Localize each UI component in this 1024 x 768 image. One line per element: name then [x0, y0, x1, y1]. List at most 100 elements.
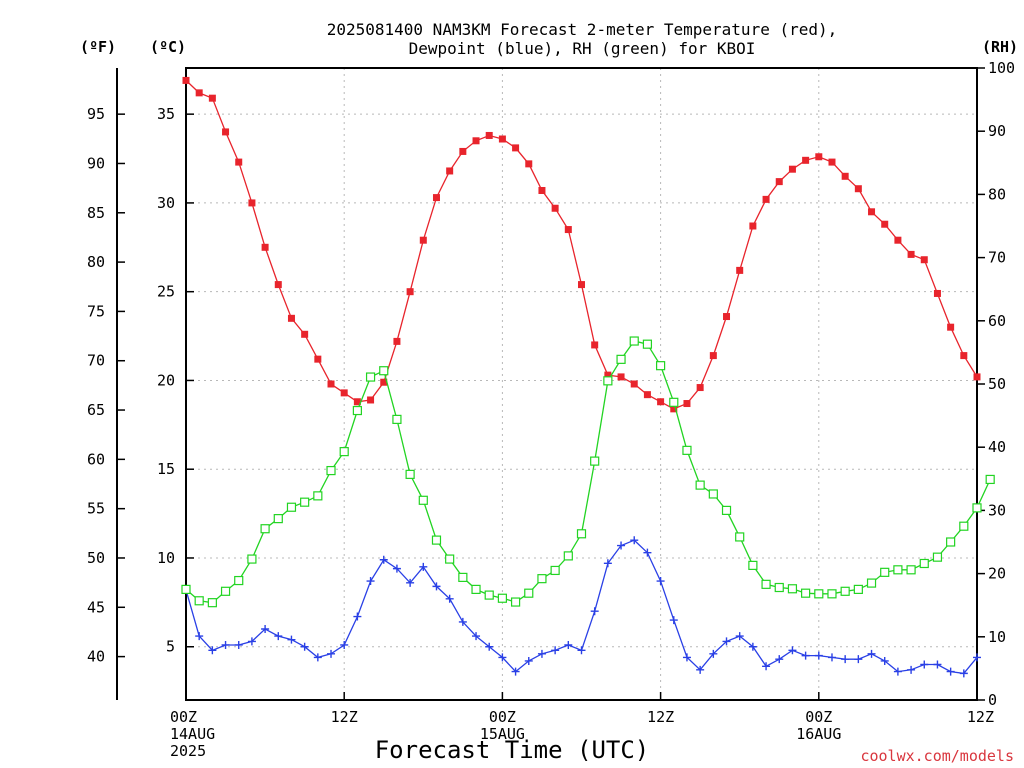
series-1-point-35	[643, 548, 652, 557]
fahrenheit-tick-label-8: 80	[87, 253, 105, 271]
series-2-point-23	[484, 590, 494, 600]
chart-title-line-2: Dewpoint (blue), RH (green) for KBOI	[409, 39, 756, 58]
series-0-point-2	[208, 94, 216, 102]
series-2-point-43	[748, 560, 758, 570]
series-2-point-29	[563, 551, 573, 561]
fahrenheit-tick-label-7: 75	[87, 302, 105, 320]
series-0-line	[185, 79, 978, 410]
series-2-point-44	[761, 579, 771, 589]
series-2-point-39	[695, 480, 705, 490]
series-2-point-53	[880, 567, 890, 577]
series-0-point-51	[854, 185, 862, 193]
series-0-point-56	[920, 256, 928, 264]
series-2-point-31	[590, 456, 600, 466]
series-1-point-3	[221, 640, 230, 649]
series-2-point-33	[616, 354, 626, 364]
series-1-point-33	[617, 541, 626, 550]
series-1-point-15	[379, 555, 388, 564]
series-0-point-15	[380, 378, 388, 386]
series-1-point-31	[590, 607, 599, 616]
series-0-point-6	[261, 243, 269, 251]
rh-unit-label: (RH)	[982, 38, 1018, 56]
series-0-point-55	[907, 250, 915, 258]
celsius-tick-label-4: 25	[157, 283, 175, 301]
rh-tick-label-1: 10	[988, 628, 1006, 646]
series-2-point-16	[392, 414, 402, 424]
series-2-point-0	[181, 584, 191, 595]
series-2-point-58	[946, 537, 956, 547]
x-tick-label-1-line-0: 12Z	[331, 708, 358, 726]
series-0-point-4	[235, 158, 243, 166]
series-1-point-17	[406, 578, 415, 587]
series-0-point-32	[604, 371, 612, 379]
fahrenheit-tick-label-4: 60	[87, 450, 105, 468]
fahrenheit-tick-label-0: 40	[87, 648, 105, 666]
series-2-point-61	[985, 474, 995, 485]
series-0-point-28	[551, 204, 559, 212]
series-1-point-13	[353, 612, 362, 621]
series-0-point-30	[578, 281, 585, 289]
series-2-point-48	[814, 589, 824, 599]
series-0-point-5	[248, 199, 256, 207]
series-layer	[181, 76, 995, 678]
series-2-point-46	[787, 584, 798, 594]
chart-title-line-1: 2025081400 NAM3KM Forecast 2-meter Tempe…	[327, 20, 838, 39]
series-1-point-1	[195, 632, 204, 641]
series-0-point-36	[657, 398, 665, 406]
series-1-point-58	[946, 667, 955, 676]
series-1-point-49	[827, 653, 836, 662]
series-2-point-47	[801, 588, 811, 598]
series-0-point-1	[195, 89, 203, 97]
series-2-point-20	[445, 554, 455, 564]
x-tick-label-4-line-1: 16AUG	[796, 725, 841, 743]
grid-lines	[186, 68, 977, 700]
series-0-point-47	[802, 156, 810, 164]
plot-frame	[185, 67, 978, 701]
series-1-point-21	[458, 617, 467, 626]
series-1-point-27	[537, 649, 546, 658]
series-2-point-10	[313, 491, 323, 501]
series-1-point-45	[775, 655, 784, 664]
series-2-point-34	[629, 336, 639, 346]
series-0-point-37	[670, 405, 678, 413]
series-0-point-26	[525, 160, 533, 168]
series-1-point-28	[551, 646, 560, 655]
series-1-point-46	[788, 646, 797, 655]
series-2-point-27	[537, 574, 547, 584]
fahrenheit-tick-label-6: 70	[87, 352, 105, 370]
series-0-point-27	[538, 186, 546, 194]
series-1-point-9	[300, 642, 309, 651]
series-0-point-24	[498, 135, 506, 143]
series-0-point-16	[393, 337, 401, 345]
series-2-point-57	[932, 552, 943, 562]
series-0-point-59	[960, 352, 968, 360]
series-0-point-35	[643, 391, 651, 399]
series-1-point-48	[814, 651, 823, 660]
series-2-point-21	[458, 572, 468, 582]
celsius-tick-label-5: 30	[157, 194, 175, 212]
series-0-point-52	[868, 208, 876, 216]
series-2-point-42	[735, 532, 745, 542]
series-1-point-32	[603, 559, 612, 568]
series-1-point-26	[524, 656, 533, 665]
axis-ticks: 5 10 15 20 25 30 35 40 45 50 55 60 65 70 75 80 85 90 95 0 10…	[87, 59, 1015, 709]
series-2-point-25	[510, 597, 521, 607]
rh-tick-label-3: 30	[988, 501, 1006, 519]
series-1-point-7	[274, 632, 283, 641]
series-0-point-8	[287, 314, 295, 322]
series-1-point-60	[973, 653, 981, 662]
fahrenheit-tick-label-9: 85	[87, 204, 105, 222]
series-1-point-53	[880, 656, 889, 665]
series-0-point-11	[327, 380, 335, 388]
series-1-point-44	[762, 662, 771, 671]
series-1-point-59	[959, 669, 968, 678]
series-2-point-18	[418, 495, 428, 505]
series-0-point-58	[947, 323, 955, 331]
series-2-point-6	[260, 524, 270, 534]
rh-tick-label-5: 50	[988, 375, 1006, 393]
series-1-point-8	[287, 635, 296, 644]
series-1-point-55	[907, 665, 916, 674]
series-0-point-13	[353, 398, 361, 406]
series-1-point-23	[485, 642, 494, 651]
